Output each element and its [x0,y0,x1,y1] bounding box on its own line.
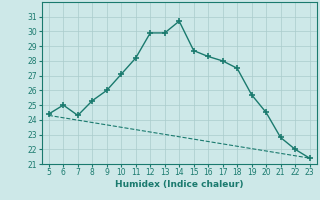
X-axis label: Humidex (Indice chaleur): Humidex (Indice chaleur) [115,180,244,189]
